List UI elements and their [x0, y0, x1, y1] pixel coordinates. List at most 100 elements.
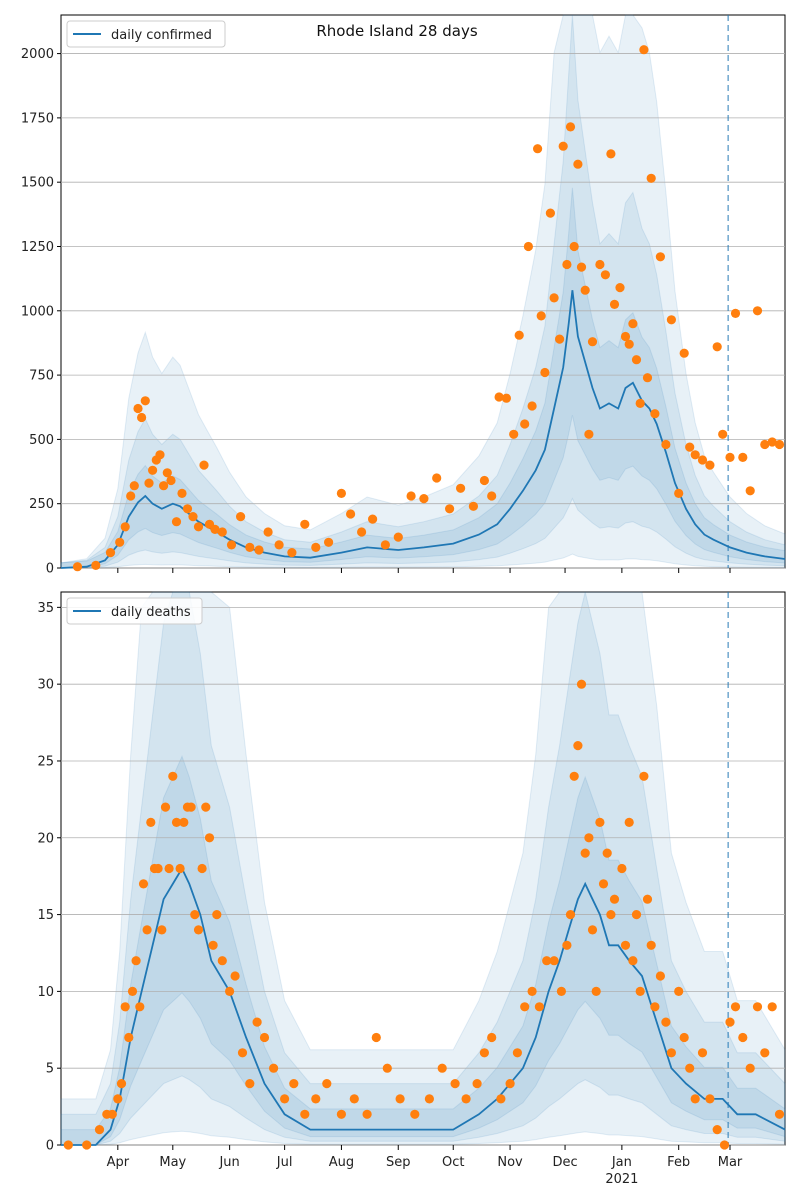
deaths-point	[120, 1002, 130, 1012]
deaths-point	[609, 894, 620, 904]
deaths-point	[624, 817, 634, 828]
confirmed-y-tick-label: 250	[29, 497, 54, 512]
confirmed-point	[245, 542, 255, 553]
deaths-point	[311, 1094, 321, 1104]
deaths-point	[527, 986, 537, 997]
x-tick-label: Jul	[276, 1155, 293, 1170]
confirmed-y-tick-label: 500	[29, 433, 54, 448]
deaths-point	[217, 956, 227, 966]
confirmed-point	[226, 540, 237, 550]
confirmed-point	[738, 452, 748, 462]
confirmed-band-3	[60, 187, 786, 569]
confirmed-point	[91, 560, 101, 571]
deaths-point	[666, 1048, 677, 1058]
deaths-line	[61, 866, 786, 1146]
confirmed-band-2	[60, 14, 786, 569]
confirmed-point	[324, 537, 334, 547]
confirmed-band-1	[60, 14, 786, 569]
deaths-point	[116, 1079, 127, 1089]
deaths-point	[160, 802, 171, 812]
x-tick-label: Jan	[611, 1155, 632, 1170]
confirmed-uncertainty-bands	[60, 14, 786, 569]
confirmed-point	[357, 527, 367, 537]
deaths-legend: daily deaths	[66, 597, 203, 625]
deaths-point	[142, 925, 152, 935]
confirmed-panel: 0 250 500 750 1000 1250 1500 1750 2000 Rhode Isl…	[21, 14, 786, 577]
x-tick-label: Dec	[552, 1155, 577, 1170]
confirmed-point	[690, 450, 700, 460]
deaths-point	[461, 1094, 471, 1104]
deaths-point	[190, 910, 200, 920]
confirmed-point	[697, 455, 708, 465]
deaths-point	[131, 956, 141, 966]
deaths-point	[580, 848, 590, 858]
deaths-band-1	[60, 591, 786, 1146]
deaths-point	[576, 679, 587, 689]
confirmed-legend-box	[66, 20, 226, 48]
x-tick-label: Feb	[667, 1155, 690, 1170]
deaths-point	[171, 817, 182, 828]
confirmed-point	[533, 144, 543, 154]
confirmed-point	[137, 412, 147, 423]
deaths-point	[395, 1094, 405, 1104]
confirmed-point	[545, 208, 556, 218]
deaths-point	[760, 1048, 770, 1058]
confirmed-point	[558, 141, 568, 151]
confirmed-point	[193, 522, 204, 532]
confirmed-point	[555, 334, 565, 344]
deaths-point	[164, 863, 174, 874]
confirmed-point	[393, 532, 403, 542]
deaths-point	[371, 1032, 381, 1043]
deaths-point	[556, 986, 567, 997]
confirmed-y-tick-label: 1000	[21, 304, 54, 319]
x-tick-label: May	[159, 1155, 186, 1170]
confirmed-point	[685, 442, 695, 452]
deaths-point	[197, 863, 207, 874]
deaths-point	[496, 1094, 506, 1104]
confirmed-point	[745, 486, 755, 496]
deaths-point	[573, 741, 583, 751]
deaths-point	[410, 1109, 420, 1119]
deaths-point	[685, 1063, 695, 1073]
confirmed-point	[520, 419, 530, 429]
deaths-legend-box	[66, 597, 203, 625]
confirmed-point	[380, 540, 390, 550]
confirmed-point	[115, 537, 125, 547]
deaths-point	[201, 802, 211, 812]
deaths-point	[349, 1094, 359, 1104]
confirmed-point	[628, 319, 638, 329]
deaths-point	[562, 940, 572, 950]
confirmed-point	[767, 437, 777, 447]
confirmed-point	[576, 262, 587, 272]
deaths-point	[752, 1002, 763, 1012]
confirmed-x-ticks	[117, 568, 731, 573]
confirmed-point	[155, 450, 165, 460]
deaths-point	[569, 771, 579, 781]
deaths-point	[679, 1032, 689, 1043]
confirmed-point	[254, 545, 264, 555]
confirmed-point	[587, 337, 598, 347]
deaths-point	[230, 971, 240, 981]
deaths-point	[450, 1079, 460, 1089]
confirmed-legend-label: daily confirmed	[111, 28, 212, 43]
confirmed-point	[624, 339, 634, 349]
confirmed-y-tick-label: 750	[29, 369, 54, 384]
confirmed-scatter-points	[72, 45, 785, 572]
confirmed-point	[549, 293, 559, 303]
deaths-point	[113, 1094, 123, 1104]
deaths-point	[124, 1032, 134, 1043]
confirmed-point	[752, 306, 763, 316]
deaths-point	[639, 771, 649, 781]
x-tick-label: Apr	[107, 1155, 130, 1170]
confirmed-point	[162, 468, 172, 478]
confirmed-point	[144, 478, 154, 488]
deaths-point	[774, 1109, 785, 1119]
deaths-point	[146, 817, 156, 828]
deaths-scatter-points	[63, 679, 785, 1150]
x-tick-label: Jun	[218, 1155, 239, 1170]
confirmed-point	[615, 283, 625, 293]
confirmed-point	[126, 491, 136, 501]
deaths-point	[179, 817, 189, 828]
deaths-point	[674, 986, 684, 997]
deaths-point	[437, 1063, 447, 1073]
